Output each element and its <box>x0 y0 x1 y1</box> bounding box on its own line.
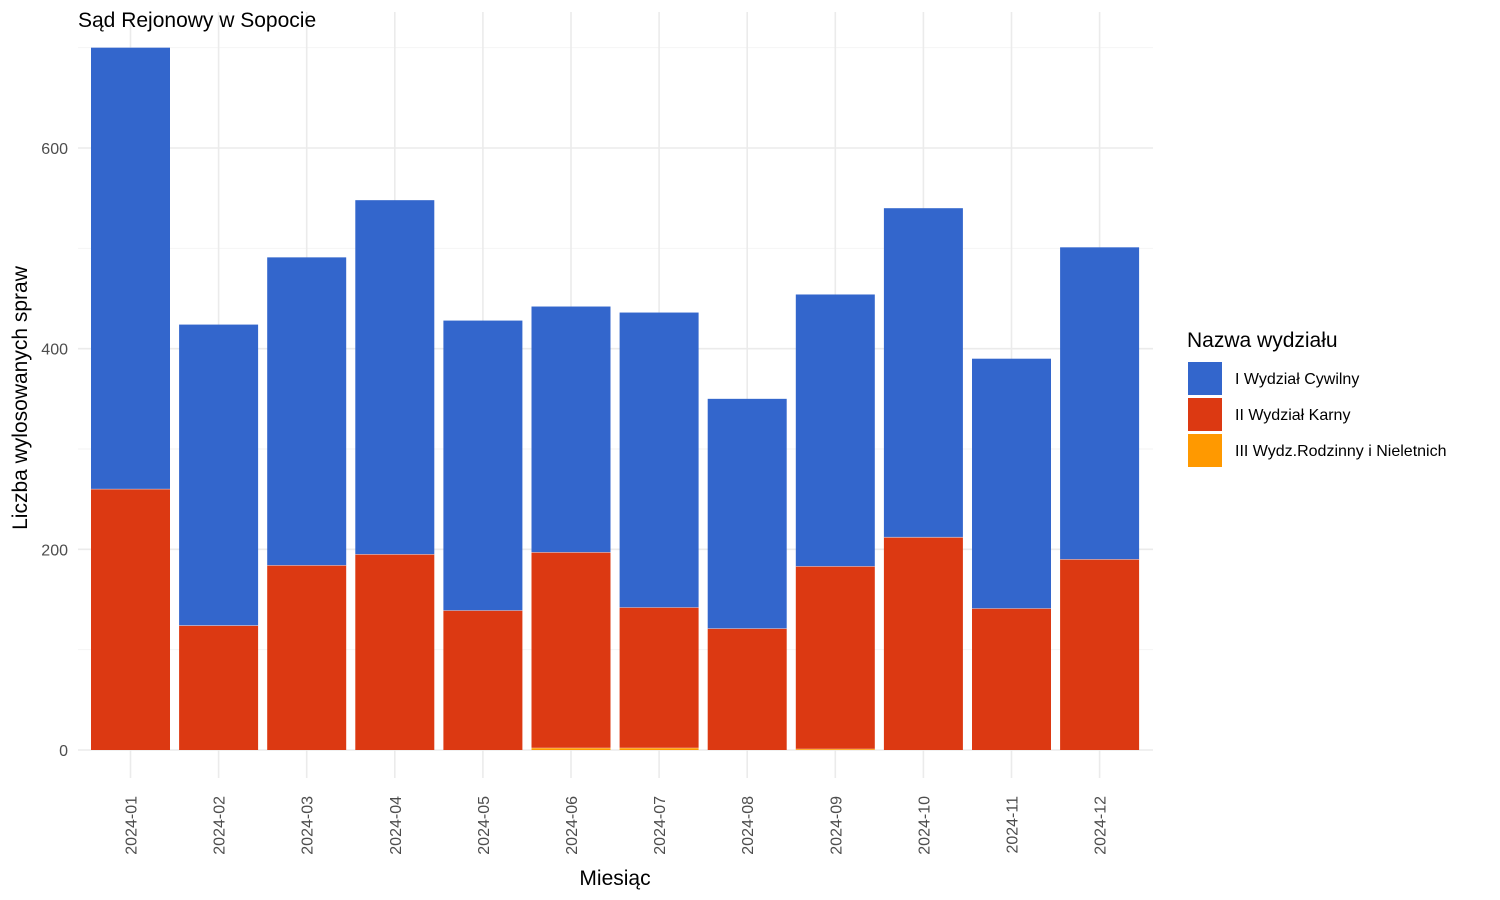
y-tick-label: 200 <box>41 542 68 559</box>
y-tick-label: 0 <box>59 743 68 760</box>
bar-segment <box>619 607 699 748</box>
bar-segment <box>91 489 170 750</box>
bar-segment <box>972 358 1051 609</box>
legend-label: I Wydział Cywilny <box>1235 371 1359 388</box>
x-tick-label: 2024-05 <box>476 796 493 855</box>
y-tick-label: 400 <box>41 342 68 359</box>
x-tick-label: 2024-10 <box>916 796 933 855</box>
bars <box>91 47 1140 750</box>
y-tick-label: 600 <box>41 141 68 158</box>
bar-segment <box>972 608 1051 750</box>
bar-segment <box>795 294 875 567</box>
y-axis-ticks: 0 200 400 600 <box>41 141 68 760</box>
bar-segment <box>355 200 435 555</box>
bar-segment <box>619 747 699 750</box>
x-tick-label: 2024-07 <box>652 796 669 855</box>
bar-segment <box>355 554 435 750</box>
bar-segment <box>443 610 523 750</box>
legend: Nazwa wydziału I Wydział Cywilny II Wydzi… <box>1187 329 1447 467</box>
bar-segment <box>531 306 611 553</box>
bar-segment <box>179 625 259 750</box>
x-tick-label: 2024-04 <box>388 796 405 855</box>
legend-key <box>1188 362 1222 395</box>
x-tick-label: 2024-02 <box>212 796 229 855</box>
legend-key <box>1188 434 1222 467</box>
bar-segment <box>179 324 259 626</box>
x-tick-label: 2024-06 <box>564 796 581 855</box>
bar-segment <box>795 566 875 749</box>
x-tick-label: 2024-12 <box>1093 796 1110 855</box>
bar-segment <box>619 312 699 608</box>
bar-segment <box>1060 559 1140 750</box>
bar-segment <box>707 398 787 629</box>
legend-title: Nazwa wydziału <box>1187 329 1338 352</box>
bar-segment <box>267 257 347 566</box>
bar-segment <box>795 748 875 750</box>
bar-segment <box>883 537 963 750</box>
bar-segment <box>1060 247 1140 560</box>
legend-label: II Wydział Karny <box>1235 407 1350 424</box>
bar-segment <box>531 552 611 748</box>
x-tick-label: 2024-01 <box>124 796 141 855</box>
bar-segment <box>883 208 963 538</box>
y-axis-title: Liczba wylosowanych spraw <box>9 265 32 530</box>
bar-segment <box>91 47 170 490</box>
bar-segment <box>531 747 611 750</box>
x-tick-label: 2024-08 <box>740 796 757 855</box>
bar-segment <box>443 320 523 611</box>
legend-key <box>1188 398 1222 431</box>
x-axis-title: Miesiąc <box>579 867 650 890</box>
x-tick-label: 2024-09 <box>828 796 845 855</box>
bar-segment <box>267 565 347 750</box>
legend-label: III Wydz.Rodzinny i Nieletnich <box>1235 443 1447 460</box>
x-axis-ticks: 2024-01 2024-02 2024-03 2024-04 2024-05 2024-… <box>124 796 1110 855</box>
x-tick-label: 2024-03 <box>300 796 317 855</box>
bar-segment <box>707 628 787 750</box>
x-tick-label: 2024-11 <box>1005 796 1022 854</box>
chart-title: Sąd Rejonowy w Sopocie <box>78 9 316 32</box>
